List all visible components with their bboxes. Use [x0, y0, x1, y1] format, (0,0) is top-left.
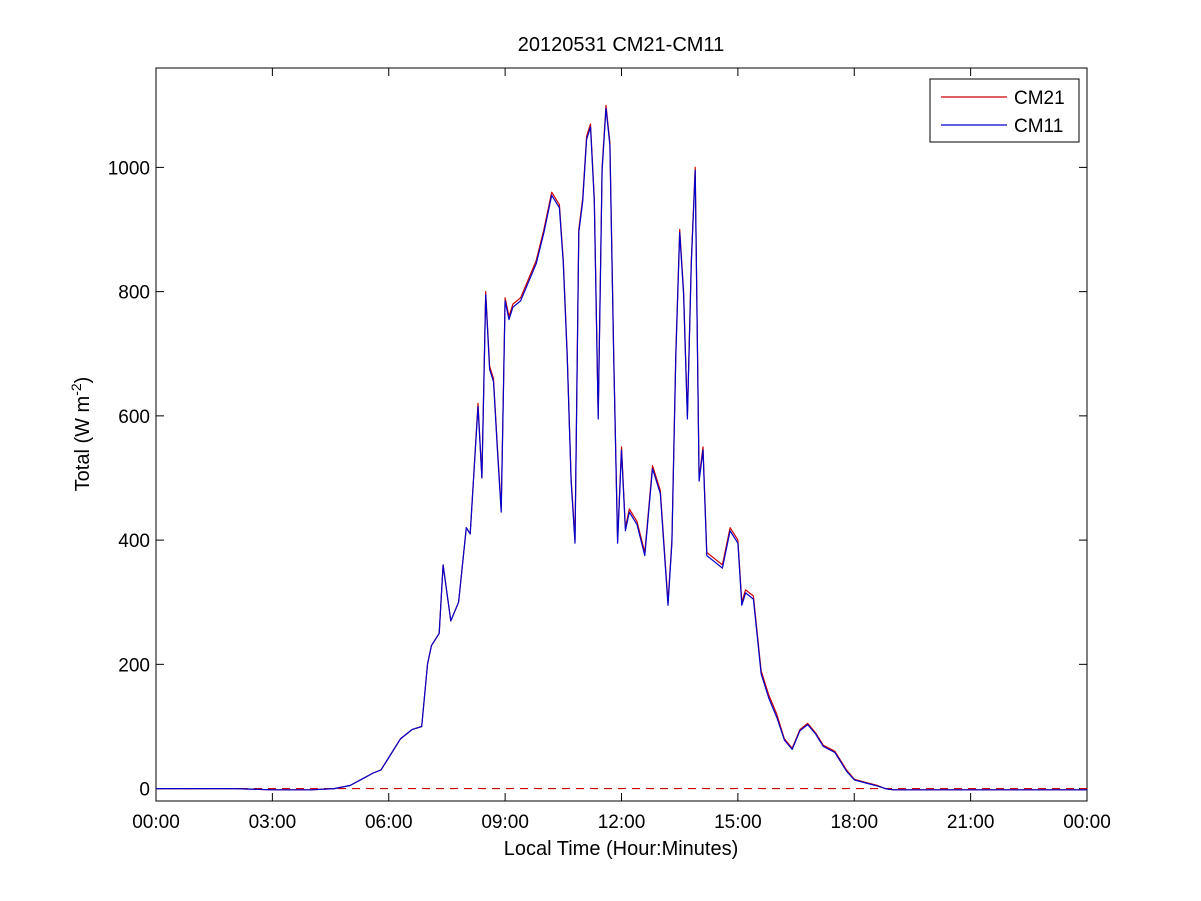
y-axis-label-prefix: Total (W m: [72, 396, 94, 492]
plot-area: [155, 67, 1088, 802]
chart-title: 20120531 CM21-CM11: [518, 34, 724, 56]
y-axis-label-suffix: ): [72, 377, 94, 384]
x-tick-label: 21:00: [947, 812, 995, 833]
series-line-cm11: [156, 107, 1087, 791]
axis-tick-labels: 00:00 03:00 06:00 09:00 12:00 15:00 18:00 21:00…: [108, 158, 1111, 833]
x-tick-label: 06:00: [365, 812, 413, 833]
x-tick-label: 03:00: [249, 812, 297, 833]
data-series: [156, 104, 1087, 791]
legend-label-cm11: CM11: [1014, 116, 1063, 137]
y-tick-label: 0: [139, 780, 150, 801]
y-tick-label: 600: [118, 407, 150, 428]
y-tick-label: 1000: [108, 158, 150, 179]
x-tick-label: 00:00: [1063, 812, 1111, 833]
legend: CM21 CM11: [929, 78, 1080, 143]
x-tick-label: 12:00: [598, 812, 646, 833]
y-tick-label: 800: [118, 283, 150, 304]
axis-ticks: [155, 68, 1088, 801]
x-tick-label: 15:00: [714, 812, 762, 833]
x-tick-label: 09:00: [481, 812, 529, 833]
x-tick-label: 00:00: [132, 812, 180, 833]
x-axis-label: Local Time (Hour:Minutes): [504, 838, 739, 860]
legend-label-cm21: CM21: [1014, 88, 1065, 109]
y-tick-label: 200: [118, 655, 150, 676]
y-axis-label-superscript: -2: [68, 383, 84, 396]
y-axis-label: Total (W m-2): [68, 377, 94, 492]
legend-box: [929, 78, 1080, 143]
x-tick-label: 18:00: [830, 812, 878, 833]
y-tick-label: 400: [118, 531, 150, 552]
